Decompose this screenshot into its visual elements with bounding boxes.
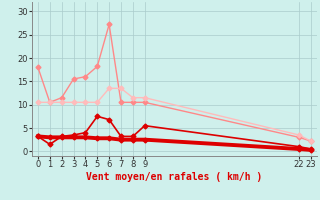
X-axis label: Vent moyen/en rafales ( km/h ): Vent moyen/en rafales ( km/h ) [86,172,262,182]
